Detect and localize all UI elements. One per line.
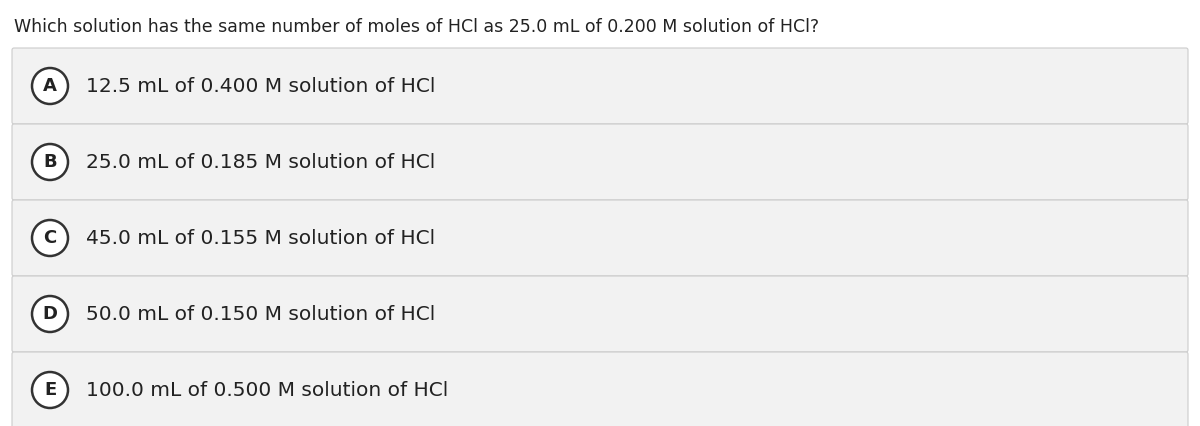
Ellipse shape: [32, 68, 68, 104]
Text: D: D: [42, 305, 58, 323]
Ellipse shape: [32, 296, 68, 332]
Ellipse shape: [32, 372, 68, 408]
Text: 100.0 mL of 0.500 M solution of HCl: 100.0 mL of 0.500 M solution of HCl: [86, 380, 449, 400]
Text: E: E: [44, 381, 56, 399]
FancyBboxPatch shape: [12, 200, 1188, 276]
Text: 50.0 mL of 0.150 M solution of HCl: 50.0 mL of 0.150 M solution of HCl: [86, 305, 436, 323]
Ellipse shape: [32, 144, 68, 180]
Ellipse shape: [32, 220, 68, 256]
FancyBboxPatch shape: [12, 352, 1188, 426]
FancyBboxPatch shape: [12, 124, 1188, 200]
Text: A: A: [43, 77, 56, 95]
Text: C: C: [43, 229, 56, 247]
FancyBboxPatch shape: [12, 48, 1188, 124]
FancyBboxPatch shape: [12, 276, 1188, 352]
Text: 12.5 mL of 0.400 M solution of HCl: 12.5 mL of 0.400 M solution of HCl: [86, 77, 436, 95]
Text: Which solution has the same number of moles of HCl as 25.0 mL of 0.200 M solutio: Which solution has the same number of mo…: [14, 18, 820, 36]
Text: 45.0 mL of 0.155 M solution of HCl: 45.0 mL of 0.155 M solution of HCl: [86, 228, 436, 248]
Text: 25.0 mL of 0.185 M solution of HCl: 25.0 mL of 0.185 M solution of HCl: [86, 153, 436, 172]
Text: B: B: [43, 153, 56, 171]
